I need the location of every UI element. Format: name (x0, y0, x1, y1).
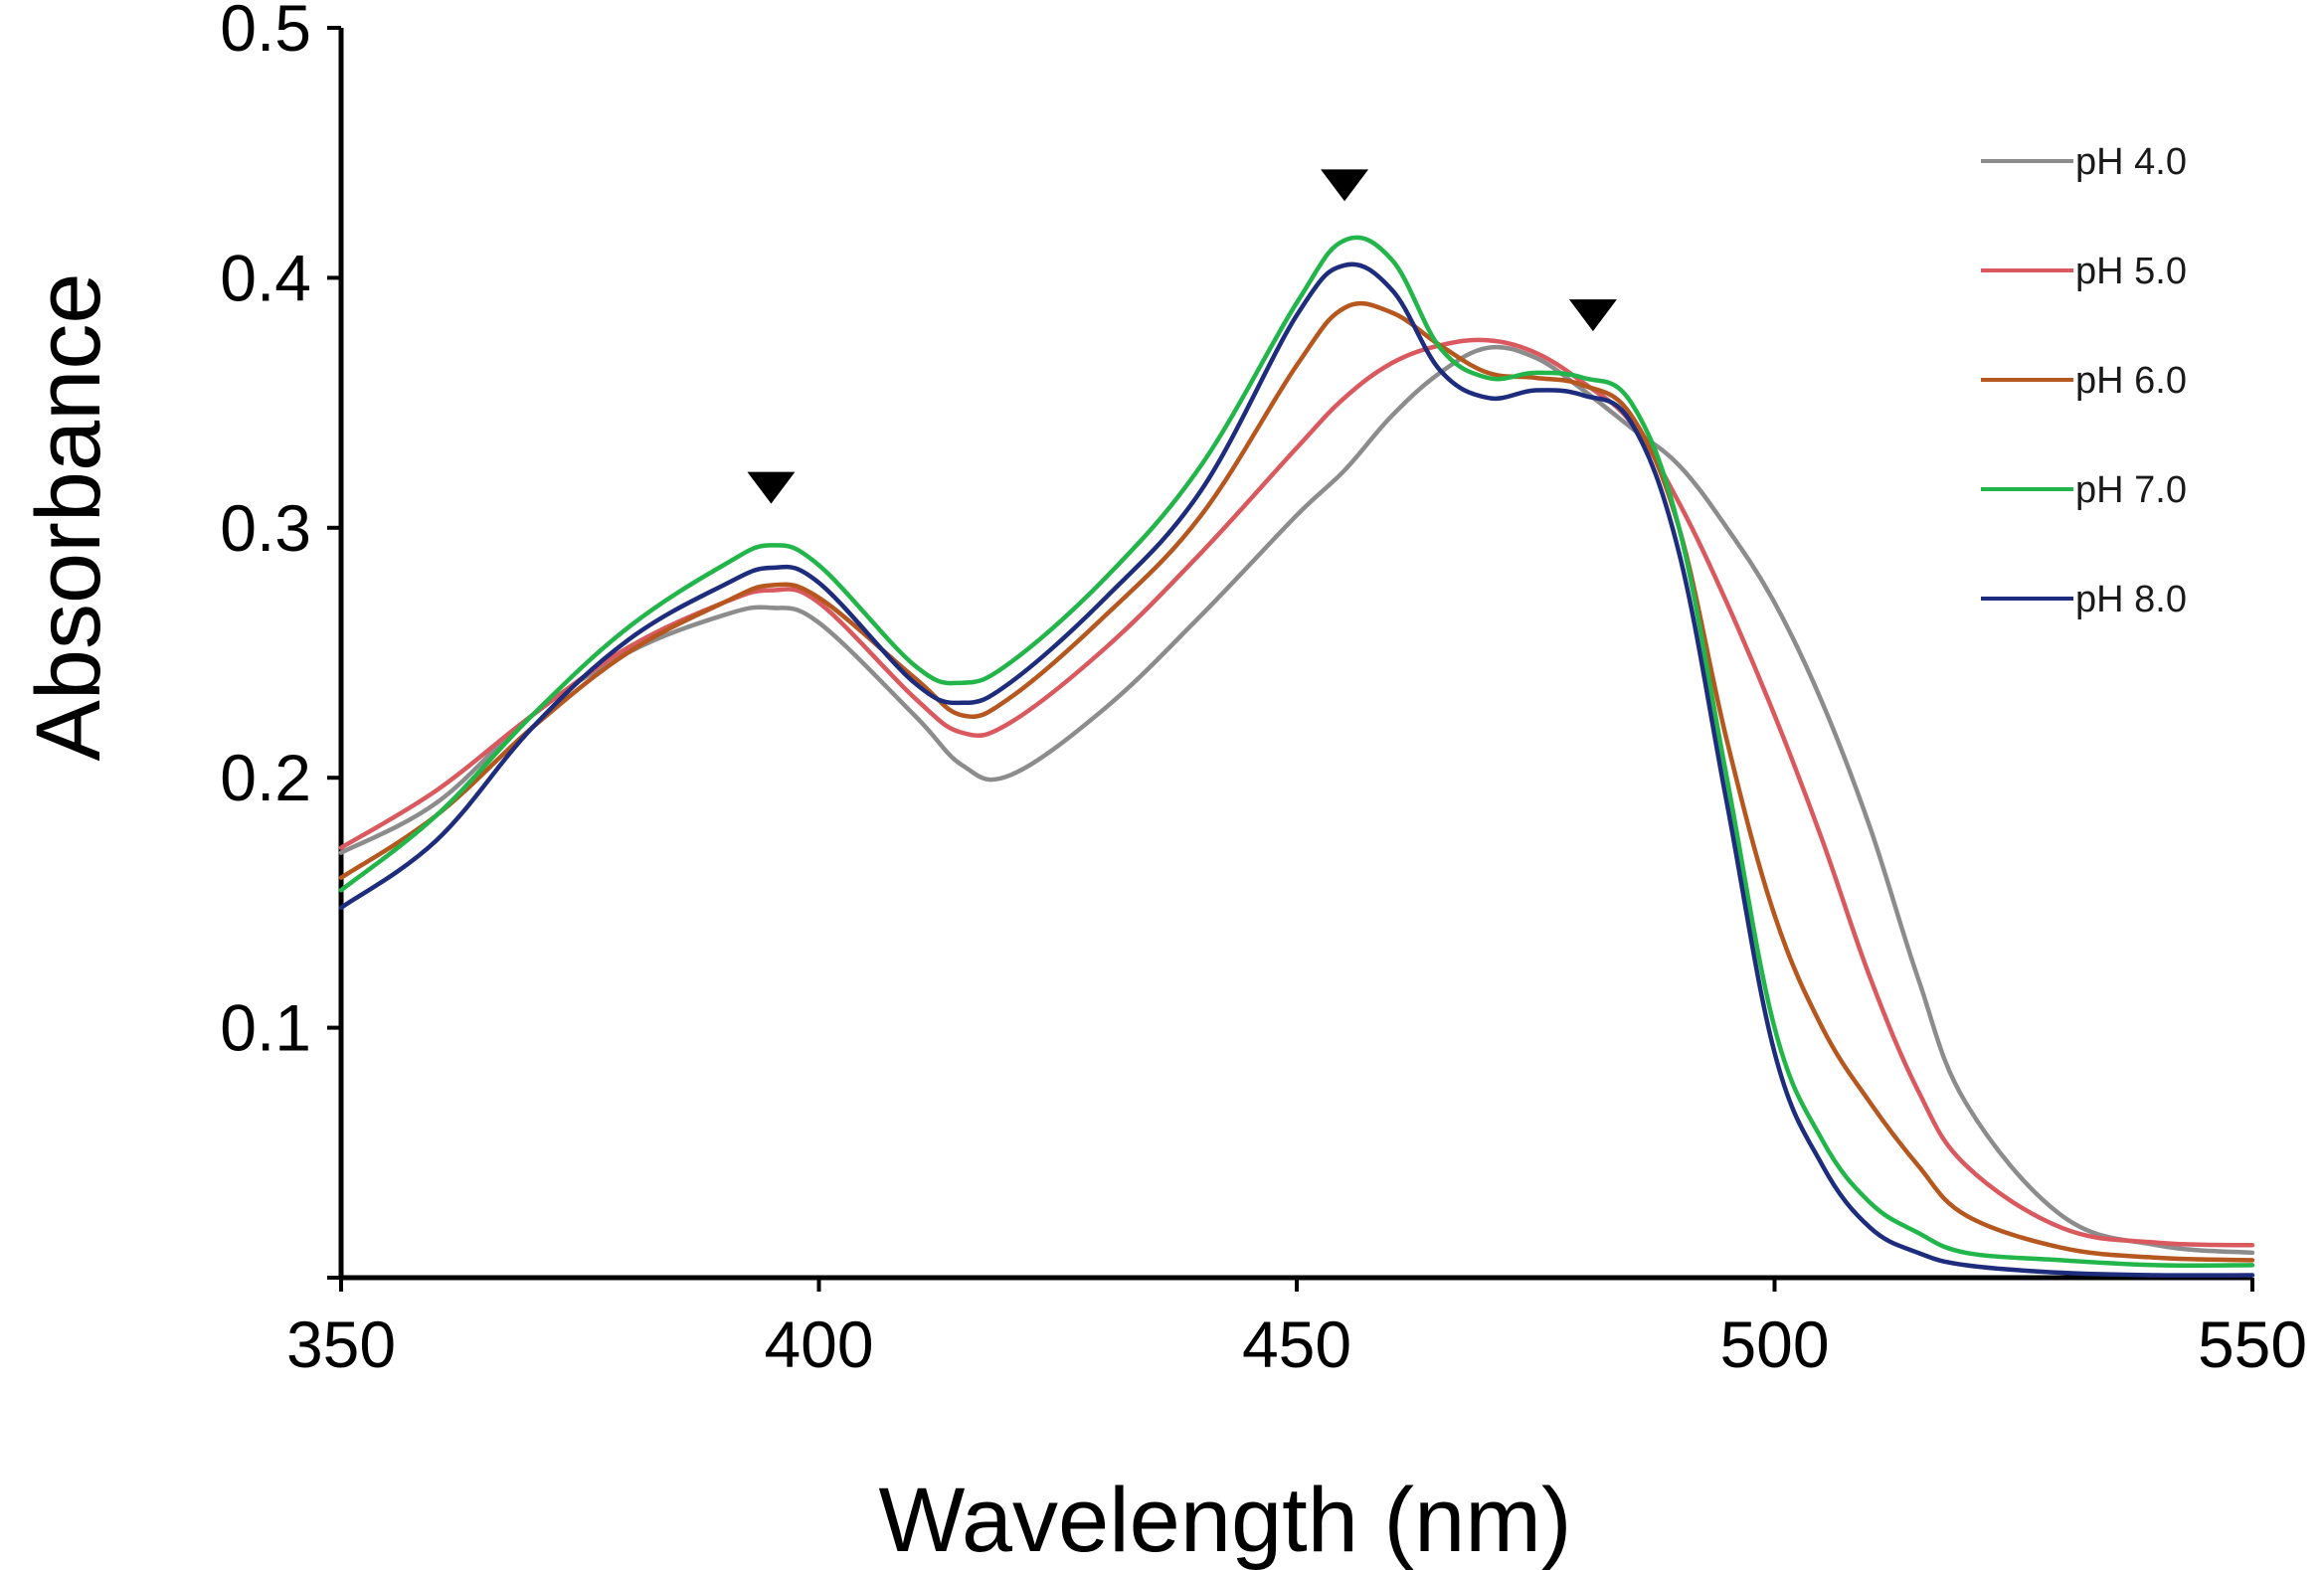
peak-markers (747, 169, 1617, 504)
peak-marker-triangle (1568, 299, 1617, 332)
peak-marker-triangle (1321, 169, 1369, 202)
y-tick-label: 0.1 (220, 991, 311, 1065)
series-line-ph-8-0 (338, 262, 2255, 1278)
y-tick-label: 0.2 (220, 741, 311, 814)
x-tick-label: 450 (1242, 1308, 1351, 1381)
x-tick-label: 400 (764, 1308, 873, 1381)
series-line-ph-4-0 (338, 344, 2255, 1256)
legend-label-ph-6-0: pH 6.0 (2075, 360, 2187, 402)
legend-label-ph-5-0: pH 5.0 (2075, 251, 2187, 292)
series-lines (338, 235, 2255, 1278)
x-ticks: 350 400 450 500 550 (286, 1278, 2307, 1381)
y-tick-label: 0.3 (220, 491, 311, 565)
y-ticks: 0.1 0.2 0.3 0.4 0.5 (220, 0, 341, 1280)
peak-marker-triangle (747, 471, 796, 504)
legend-label-ph-8-0: pH 8.0 (2075, 579, 2187, 620)
x-tick-label: 550 (2198, 1308, 2307, 1381)
y-axis-title: Absorbance (18, 273, 119, 762)
x-axis-title: Wavelength (nm) (878, 1470, 1571, 1570)
series-line-ph-7-0 (338, 235, 2255, 1269)
series-line-ph-5-0 (338, 337, 2255, 1248)
legend: pH 4.0 pH 5.0 pH 6.0 pH 7.0 pH 8.0 (1981, 141, 2187, 620)
y-tick-label: 0.4 (220, 241, 311, 314)
y-tick-label: 0.5 (220, 0, 311, 65)
legend-label-ph-7-0: pH 7.0 (2075, 469, 2187, 511)
legend-label-ph-4-0: pH 4.0 (2075, 141, 2187, 183)
x-tick-label: 350 (286, 1308, 396, 1381)
x-tick-label: 500 (1719, 1308, 1829, 1381)
